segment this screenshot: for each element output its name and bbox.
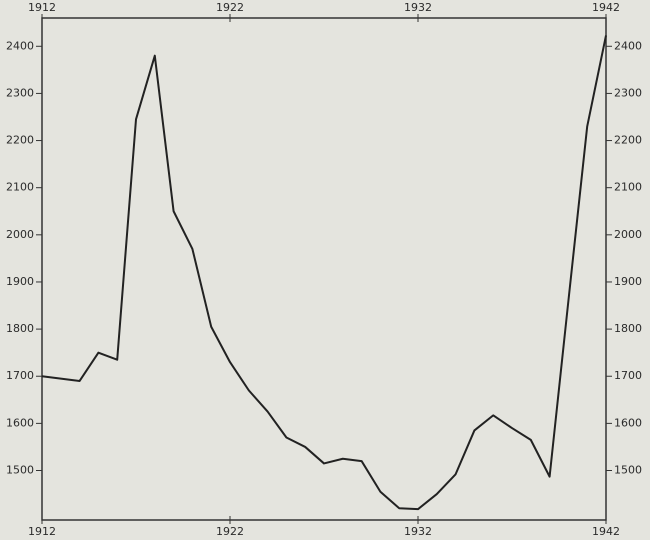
y-tick-label-right: 1700 [614,369,642,382]
y-tick-label-left: 2300 [6,86,34,99]
plot-frame [41,17,607,521]
y-tick-label-right: 2400 [614,39,642,52]
y-tick-label-left: 1800 [6,322,34,335]
data-line [41,35,607,511]
y-tick-label-left: 2200 [6,134,34,147]
y-tick-label-left: 1700 [6,369,34,382]
y-tick-label-right: 1600 [614,416,642,429]
y-tick-label-right: 1900 [614,275,642,288]
y-tick-label-left: 2000 [6,228,34,241]
y-tick-label-left: 2100 [6,181,34,194]
y-tick-label-left: 1500 [6,464,34,477]
y-tick-label-left: 2400 [6,39,34,52]
y-tick-label-right: 2300 [614,86,642,99]
x-tick-label-top: 1912 [28,1,56,14]
y-tick-label-right: 1800 [614,322,642,335]
y-tick-label-right: 2000 [614,228,642,241]
x-tick-label-bottom: 1922 [216,525,244,538]
x-tick-label-bottom: 1942 [592,525,620,538]
x-tick-label-top: 1942 [592,1,620,14]
x-tick-label-bottom: 1912 [28,525,56,538]
y-tick-label-right: 1500 [614,464,642,477]
x-tick-label-top: 1922 [216,1,244,14]
x-tick-label-bottom: 1932 [404,525,432,538]
x-tick-label-top: 1932 [404,1,432,14]
y-tick-label-right: 2100 [614,181,642,194]
y-tick-label-left: 1600 [6,416,34,429]
y-tick-label-left: 1900 [6,275,34,288]
y-tick-label-right: 2200 [614,134,642,147]
